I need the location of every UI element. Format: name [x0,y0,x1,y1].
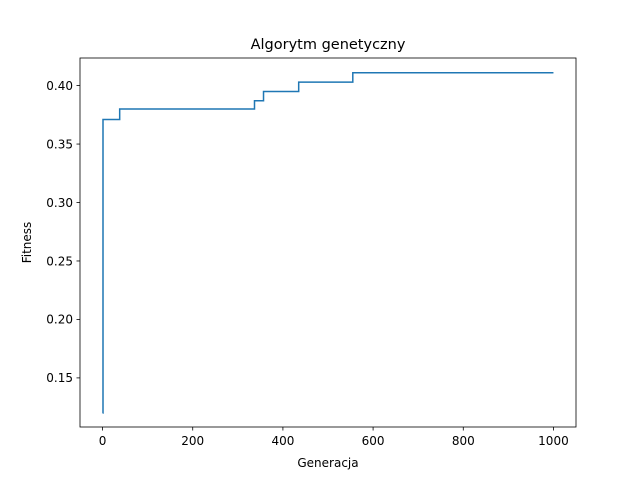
y-tick-label: 0.20 [46,313,73,327]
x-tick-label: 600 [362,434,385,448]
plot-area [79,57,577,428]
y-tick-label: 0.30 [46,196,73,210]
y-tick-label: 0.15 [46,371,73,385]
x-tick-label: 400 [271,434,294,448]
y-axis-label: Fitness [20,222,34,264]
x-tick-label: 800 [452,434,475,448]
x-axis: 0 200 400 600 800 1000 [99,427,569,448]
x-tick-label: 1000 [538,434,569,448]
fitness-series-line [102,71,554,414]
plot-frame [79,57,577,428]
x-axis-label: Generacja [297,456,358,470]
chart-title: Algorytm genetyczny [251,37,406,53]
y-tick-label: 0.25 [46,254,73,268]
y-axis: 0.15 0.20 0.25 0.30 0.35 0.40 [46,79,80,385]
x-tick-label: 200 [181,434,204,448]
y-tick-label: 0.35 [46,137,73,151]
y-tick-label: 0.40 [46,79,73,93]
x-tick-label: 0 [99,434,107,448]
plot-background [80,58,576,427]
